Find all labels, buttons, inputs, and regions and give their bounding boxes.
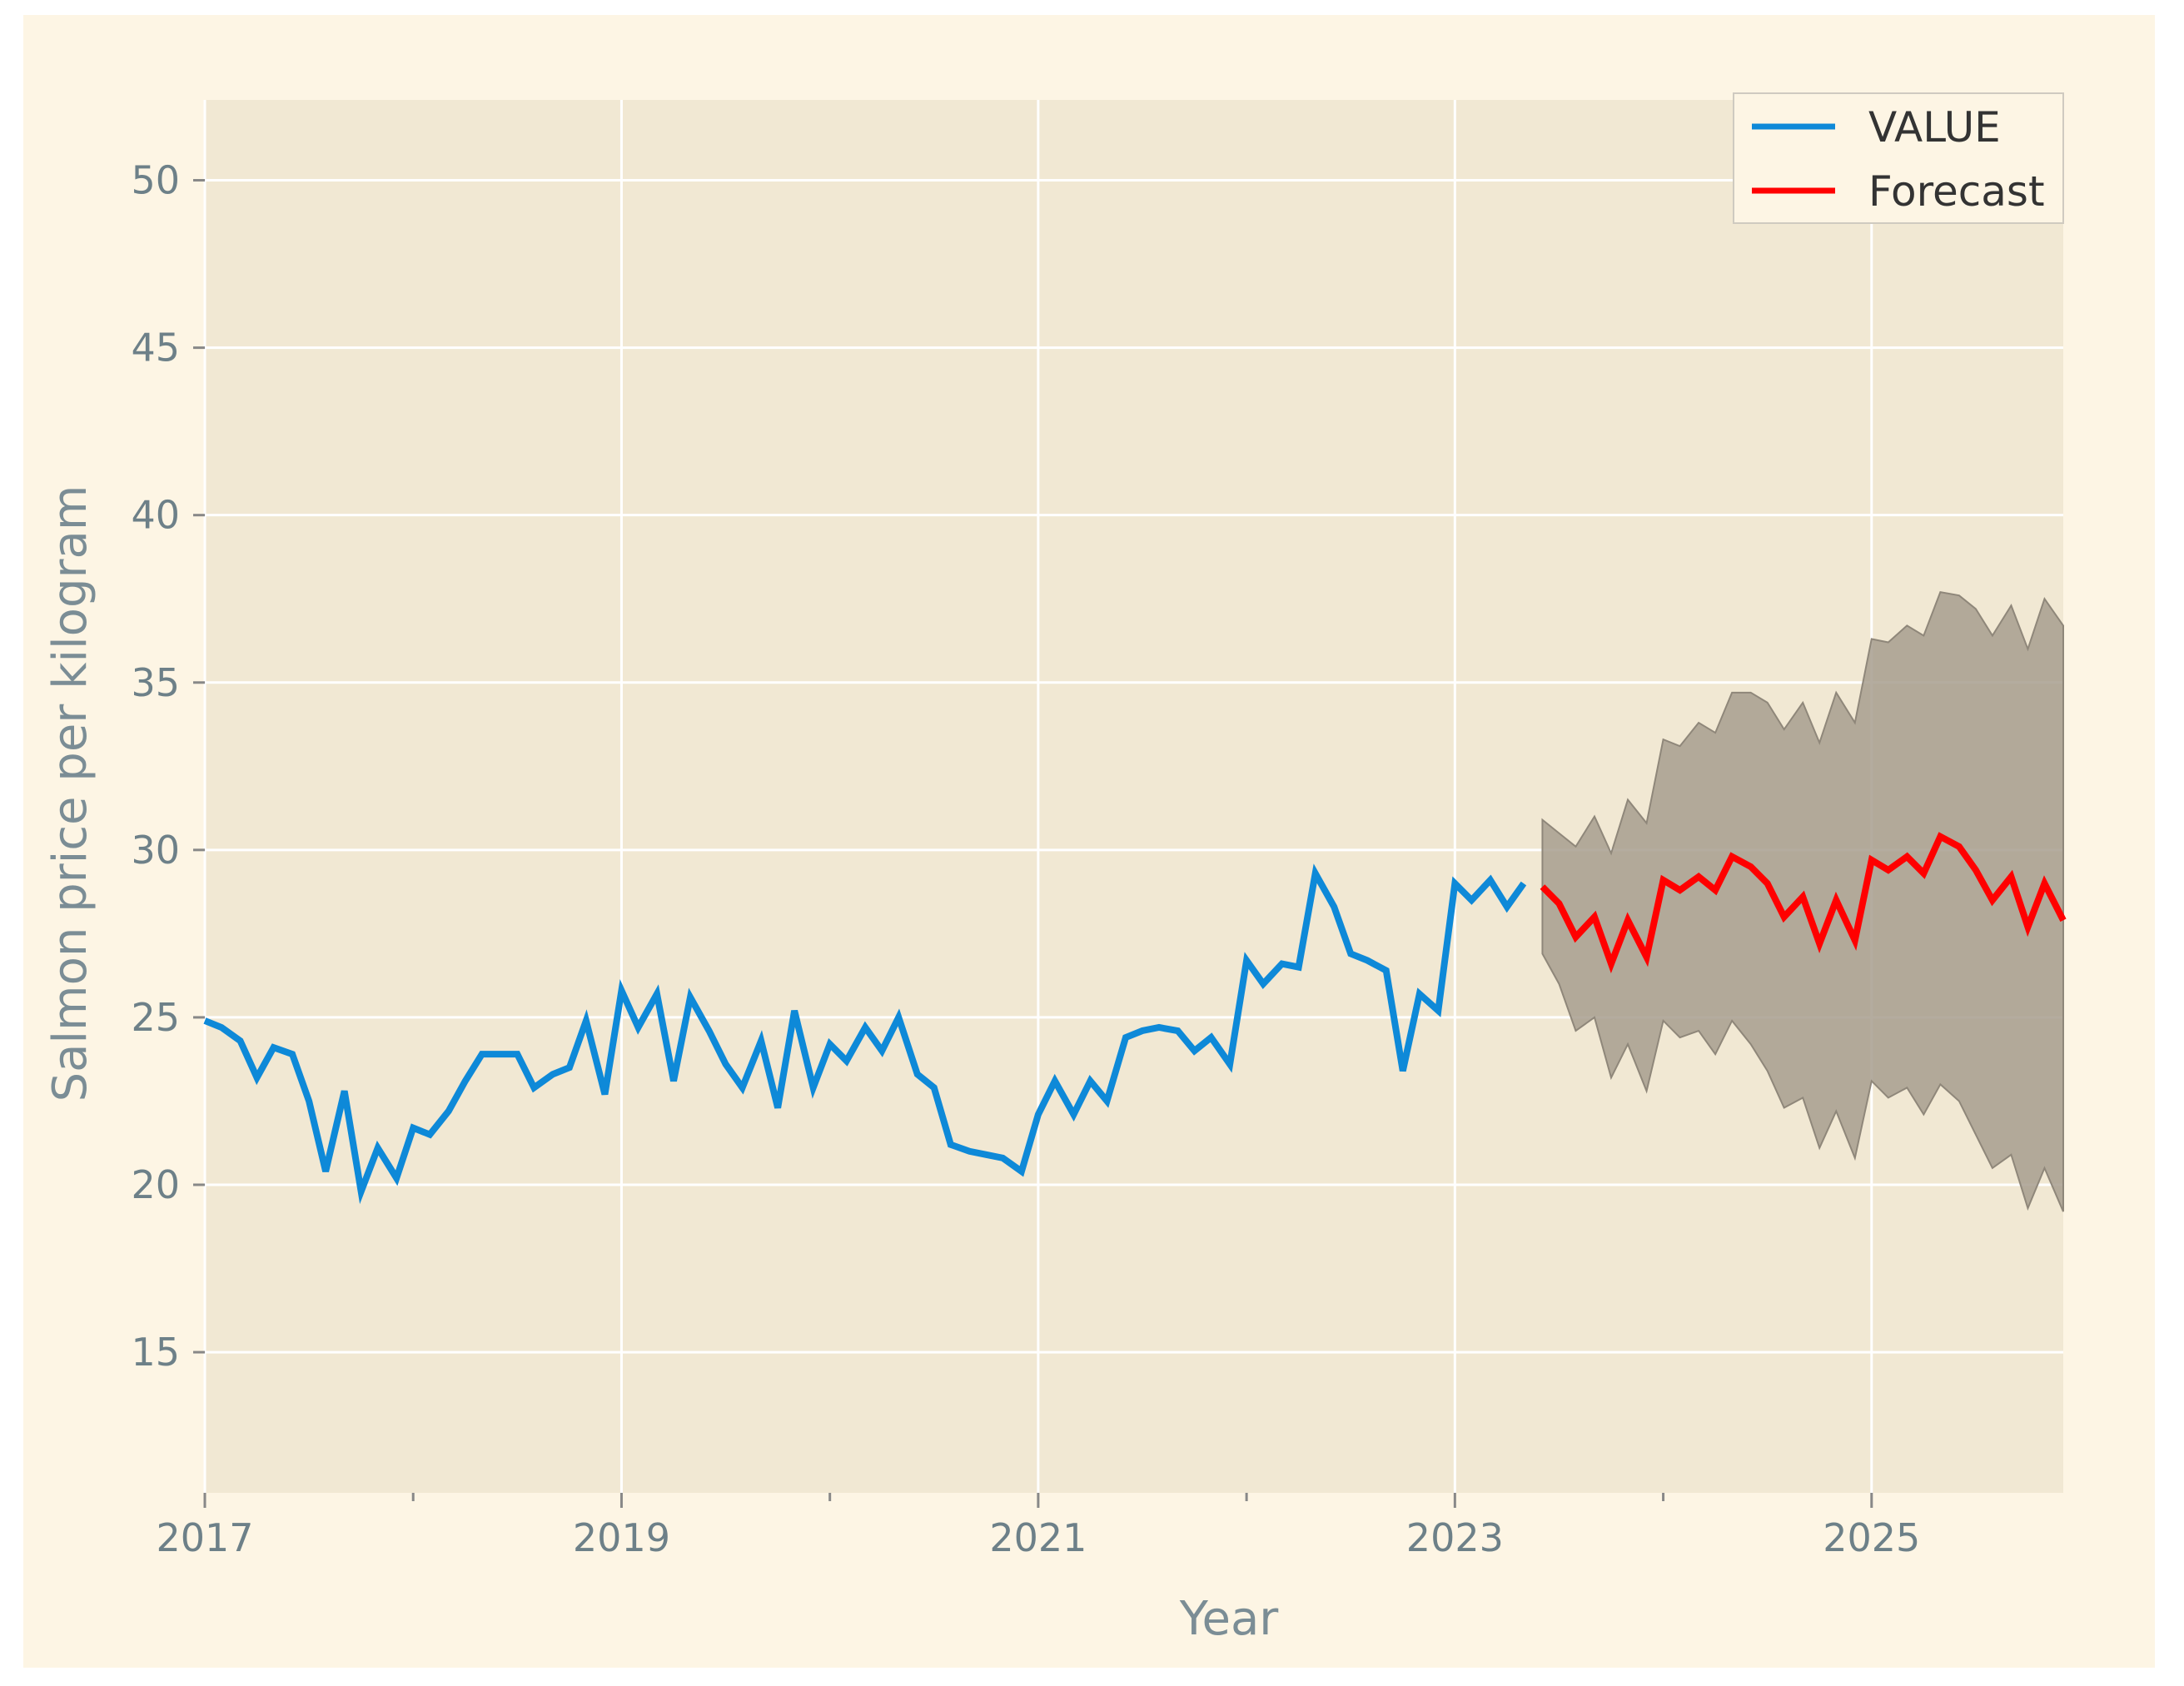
y-tick-label-15: 15	[131, 1330, 180, 1375]
y-tick-label-35: 35	[131, 660, 180, 705]
legend-label-forecast: Forecast	[1868, 167, 2045, 216]
y-tick-label-30: 30	[131, 828, 180, 873]
x-tick-label-2021: 2021	[989, 1515, 1087, 1560]
y-axis-label: Salmon price per kilogram	[43, 485, 97, 1102]
grid-lines	[203, 100, 2063, 1493]
series-line-forecast	[1540, 832, 2067, 974]
series-layer	[203, 832, 2067, 1205]
chart-figure: 15 20 25 30 35 40 45 50 2017 2019 2021 2023 2025 Yea…	[23, 15, 2155, 1668]
x-tick-label-2017: 2017	[156, 1515, 253, 1560]
x-tick-label-2023: 2023	[1406, 1515, 1504, 1560]
y-tick-label-50: 50	[131, 158, 180, 203]
y-tick-label-45: 45	[131, 326, 180, 371]
legend-label-value: VALUE	[1868, 103, 2001, 152]
x-tick-label-2019: 2019	[573, 1515, 670, 1560]
y-tick-label-40: 40	[131, 493, 180, 538]
y-tick-label-25: 25	[131, 995, 180, 1040]
x-axis-label: Year	[1179, 1592, 1280, 1646]
x-tick-label-2025: 2025	[1823, 1515, 1920, 1560]
legend: VALUE Forecast	[1733, 92, 2064, 224]
series-line-value	[203, 863, 1527, 1205]
legend-box	[1733, 92, 2064, 224]
y-tick-label-20: 20	[131, 1162, 180, 1207]
